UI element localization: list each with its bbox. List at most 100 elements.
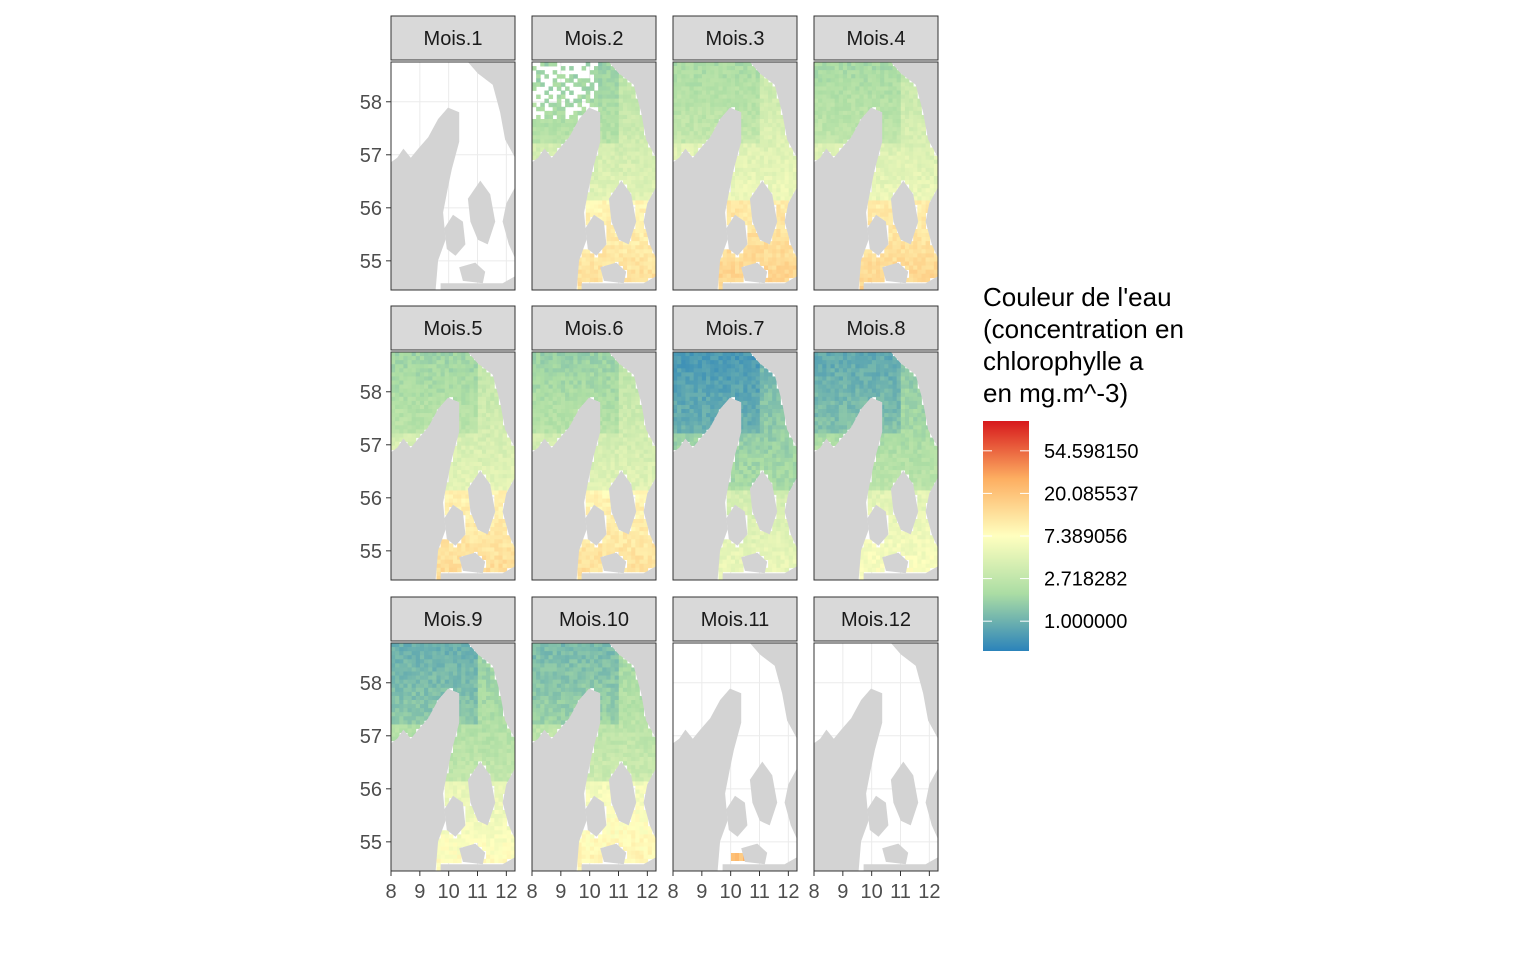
chlorophyll-cell [606, 111, 611, 115]
chlorophyll-cell [594, 352, 599, 356]
chlorophyll-cell [611, 160, 616, 164]
chlorophyll-cell [780, 156, 785, 160]
chlorophyll-cell [532, 409, 537, 413]
chlorophyll-cell [913, 270, 918, 274]
chlorophyll-cell [706, 405, 711, 409]
chlorophyll-cell [776, 192, 781, 196]
chlorophyll-cell [494, 442, 499, 446]
chlorophyll-cell [416, 389, 421, 393]
chlorophyll-cell [503, 458, 508, 462]
chlorophyll-cell [644, 156, 649, 160]
chlorophyll-cell [606, 143, 611, 147]
chlorophyll-cell [921, 156, 926, 160]
chlorophyll-cell [864, 266, 869, 270]
chlorophyll-cell [606, 470, 611, 474]
chlorophyll-cell [747, 180, 752, 184]
chlorophyll-cell [549, 111, 554, 115]
chlorophyll-cell [735, 99, 740, 103]
chlorophyll-cell [831, 131, 836, 135]
chlorophyll-cell [395, 425, 400, 429]
chlorophyll-cell [714, 115, 719, 119]
chlorophyll-cell [723, 278, 728, 282]
chlorophyll-cell [478, 438, 483, 442]
chlorophyll-cell [888, 180, 893, 184]
chlorophyll-cell [615, 417, 620, 421]
chlorophyll-cell [739, 543, 744, 547]
chlorophyll-cell [727, 385, 732, 389]
chlorophyll-cell [544, 389, 549, 393]
chlorophyll-cell [594, 200, 599, 204]
chlorophyll-cell [859, 62, 864, 66]
chlorophyll-cell [731, 270, 736, 274]
chlorophyll-cell [727, 103, 732, 107]
chlorophyll-cell [780, 139, 785, 143]
chlorophyll-cell [399, 429, 404, 433]
chlorophyll-cell [594, 196, 599, 200]
chlorophyll-cell [756, 115, 761, 119]
chlorophyll-cell [909, 86, 914, 90]
chlorophyll-cell [789, 176, 794, 180]
chlorophyll-cell [619, 91, 624, 95]
chlorophyll-cell [598, 160, 603, 164]
chlorophyll-cell [602, 257, 607, 261]
chlorophyll-cell [714, 107, 719, 111]
chlorophyll-cell [494, 560, 499, 564]
chlorophyll-cell [930, 262, 935, 266]
chlorophyll-cell [752, 381, 757, 385]
chlorophyll-cell [855, 91, 860, 95]
chlorophyll-cell [884, 123, 889, 127]
chlorophyll-cell [921, 209, 926, 213]
chlorophyll-cell [561, 127, 566, 131]
chlorophyll-cell [921, 257, 926, 261]
chlorophyll-cell [909, 148, 914, 152]
chlorophyll-cell [826, 143, 831, 147]
chlorophyll-cell [586, 490, 591, 494]
chlorophyll-cell [731, 486, 736, 490]
chlorophyll-cell [453, 372, 458, 376]
chlorophyll-cell [727, 564, 732, 568]
chlorophyll-cell [843, 115, 848, 119]
chlorophyll-cell [747, 470, 752, 474]
chlorophyll-cell [619, 376, 624, 380]
chlorophyll-cell [710, 364, 715, 368]
chlorophyll-cell [747, 503, 752, 507]
chlorophyll-cell [557, 409, 562, 413]
chlorophyll-cell [694, 389, 699, 393]
chlorophyll-cell [598, 103, 603, 107]
chlorophyll-cell [465, 389, 470, 393]
chlorophyll-cell [631, 103, 636, 107]
chlorophyll-cell [884, 107, 889, 111]
chlorophyll-cell [465, 474, 470, 478]
chlorophyll-cell [635, 164, 640, 168]
chlorophyll-cell [702, 368, 707, 372]
chlorophyll-cell [780, 262, 785, 266]
chlorophyll-cell [532, 135, 537, 139]
chlorophyll-cell [872, 70, 877, 74]
chlorophyll-cell [710, 356, 715, 360]
chlorophyll-cell [644, 560, 649, 564]
chlorophyll-cell [880, 152, 885, 156]
chlorophyll-cell [739, 62, 744, 66]
chlorophyll-cell [639, 556, 644, 560]
chlorophyll-cell [677, 433, 682, 437]
chlorophyll-cell [611, 401, 616, 405]
chlorophyll-cell [631, 409, 636, 413]
chlorophyll-cell [498, 442, 503, 446]
chlorophyll-cell [731, 70, 736, 74]
chlorophyll-cell [826, 135, 831, 139]
chlorophyll-cell [482, 376, 487, 380]
chlorophyll-cell [743, 176, 748, 180]
chlorophyll-cell [681, 401, 686, 405]
chlorophyll-cell [735, 372, 740, 376]
chlorophyll-cell [623, 458, 628, 462]
chlorophyll-cell [627, 249, 632, 253]
chlorophyll-cell [544, 425, 549, 429]
chlorophyll-cell [644, 531, 649, 535]
chlorophyll-cell [399, 401, 404, 405]
chlorophyll-cell [565, 99, 570, 103]
chlorophyll-cell [743, 78, 748, 82]
chlorophyll-cell [627, 270, 632, 274]
chlorophyll-cell [623, 385, 628, 389]
chlorophyll-cell [888, 217, 893, 221]
chlorophyll-cell [627, 172, 632, 176]
